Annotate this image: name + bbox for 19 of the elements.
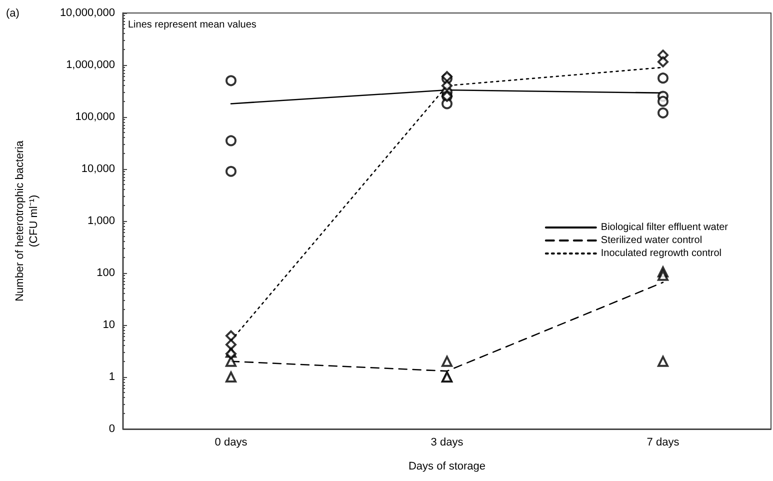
y-tick-label: 100 [96,267,115,279]
x-axis-title: Days of storage [408,460,486,472]
y-tick-label: 1 [108,371,115,383]
text: (a) [6,8,20,20]
x-tick-label: 7 days [646,436,680,448]
y-tick-label: 0 [108,423,115,435]
annotation: Lines represent mean values [128,20,256,30]
x-tick-label: 3 days [430,436,464,448]
legend-label: Sterilized water control [600,235,702,246]
y-tick-label: 10,000 [81,163,115,175]
x-tick-label: 0 days [214,436,248,448]
y-tick-label: 10 [102,319,115,331]
y-tick-label: 1,000,000 [66,59,115,71]
legend-label: Inoculated regrowth control [600,248,722,259]
y-tick-label: 100,000 [75,111,115,123]
y-axis-title: Number of heterotrophic bacteria (CFU ml⁻¹) [14,140,40,302]
y-tick-label: 1,000 [87,215,115,227]
legend-label: Biological filter effluent water [600,222,729,233]
y-tick-label: 10,000,000 [60,7,115,19]
